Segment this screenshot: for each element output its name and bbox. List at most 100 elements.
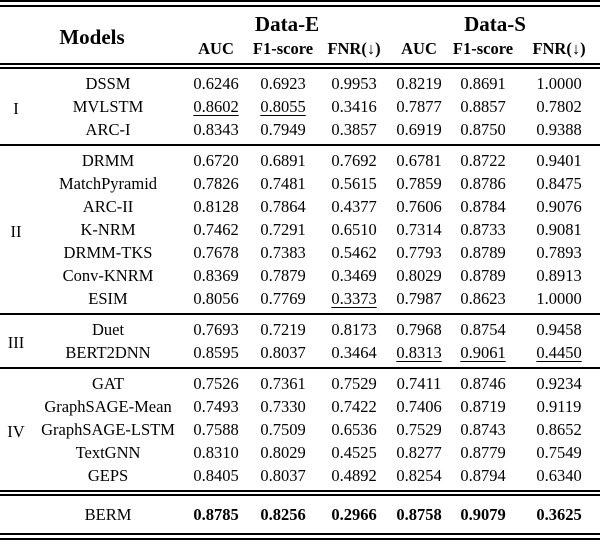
group-label: I (13, 98, 19, 118)
metric-value: 0.7968 (390, 313, 449, 341)
metric-value-text: 0.8691 (460, 74, 506, 93)
metric-value-text: 0.4525 (331, 443, 377, 462)
metric-value: 0.6340 (518, 464, 600, 493)
metric-value: 0.6246 (184, 66, 248, 95)
metric-value: 0.8029 (248, 441, 318, 464)
metric-value-text: 1.0000 (536, 74, 582, 93)
metric-header-row: AUC F1-score FNR(↓) AUC F1-score FNR(↓) (0, 38, 600, 69)
model-name: Conv-KNRM (62, 266, 154, 285)
metric-value: 0.8758 (390, 490, 449, 540)
metric-value-text: 0.8746 (460, 374, 506, 393)
metric-value-text: 0.8754 (460, 320, 506, 339)
table-row: GraphSAGE-LSTM 0.7588 0.7509 0.6536 0.7529 0.… (0, 418, 600, 441)
metric-value: 0.9458 (518, 313, 600, 341)
metric-value: 0.7859 (390, 172, 448, 195)
metric-value: 0.8722 (448, 144, 519, 172)
metric-value: 0.7864 (248, 195, 318, 218)
metric-value-text: 0.7529 (331, 374, 377, 393)
metric-value: 0.7330 (248, 395, 318, 418)
metric-value-text: 0.7769 (260, 289, 306, 308)
metric-value-text: 0.9079 (460, 505, 506, 524)
model-name: ARC-I (85, 120, 131, 139)
metric-value: 0.7422 (318, 395, 390, 418)
metric-value-text: 0.8913 (536, 266, 582, 285)
metric-value: 0.9119 (518, 395, 600, 418)
metric-value: 0.8256 (248, 490, 319, 540)
metric-value-text: 0.9458 (536, 320, 582, 339)
metric-value-text: 0.8779 (460, 443, 506, 462)
metric-value-text: 0.8794 (460, 466, 506, 485)
metric-value-text: 0.7987 (396, 289, 442, 308)
metric-value: 0.8746 (448, 367, 519, 395)
metric-value-text: 0.8254 (396, 466, 442, 485)
metric-value: 0.8691 (448, 66, 518, 95)
metric-value: 0.7529 (390, 418, 448, 441)
metric-value: 0.3464 (318, 341, 390, 368)
metric-value-text: 0.8343 (193, 120, 239, 139)
metric-value: 0.9076 (518, 195, 600, 218)
metric-value: 0.7526 (184, 367, 249, 395)
model-name: GraphSAGE-Mean (44, 397, 172, 416)
metric-value-text: 0.8219 (396, 74, 442, 93)
metric-value-text: 0.8652 (536, 420, 582, 439)
metric-value: 0.8733 (448, 218, 518, 241)
metric-value: 0.9234 (518, 367, 600, 395)
metric-value-text: 0.8595 (193, 343, 239, 362)
metric-value-text: 0.9388 (536, 120, 582, 139)
metric-value: 0.7462 (184, 218, 248, 241)
metric-value-text: 0.6246 (193, 74, 239, 93)
metric-value-text: 0.7481 (260, 174, 306, 193)
table-row: MatchPyramid 0.7826 0.7481 0.5615 0.7859 0.87… (0, 172, 600, 195)
metric-value-text: 0.7219 (260, 320, 306, 339)
metric-value-text: 0.8055 (260, 97, 306, 116)
metric-value-text: 0.7411 (396, 374, 442, 393)
metric-value-text: 0.8037 (260, 466, 306, 485)
metric-value-text: 0.9076 (536, 197, 582, 216)
table-row: Conv-KNRM 0.8369 0.7879 0.3469 0.8029 0.8789 0… (0, 264, 600, 287)
metric-value: 0.7493 (184, 395, 248, 418)
metric-value: 0.9061 (448, 341, 518, 368)
metric-value: 0.8313 (390, 341, 448, 368)
metric-value-text: 0.6781 (396, 151, 442, 170)
metric-value: 0.7411 (390, 367, 449, 395)
table-row: ARC-I 0.8343 0.7949 0.3857 0.6919 0.8750 0.938… (0, 118, 600, 145)
model-name: ARC-II (82, 197, 134, 216)
metric-value: 0.7529 (318, 367, 391, 395)
metric-value-text: 0.7291 (260, 220, 306, 239)
metric-value-text: 0.7383 (260, 243, 306, 262)
model-name: DRMM (32, 144, 185, 172)
metric-value-text: 0.7493 (193, 397, 239, 416)
metric-value-text: 0.8277 (396, 443, 442, 462)
metric-value: 0.7406 (390, 395, 448, 418)
metric-value: 0.8786 (448, 172, 518, 195)
metric-value: 0.7219 (248, 313, 319, 341)
metric-value: 0.7879 (248, 264, 318, 287)
metric-value-text: 0.7893 (536, 243, 582, 262)
metric-value-text: 0.7406 (396, 397, 442, 416)
metric-value-text: 0.8029 (260, 443, 306, 462)
model-name: Duet (32, 313, 185, 341)
metric-value-text: 0.8029 (396, 266, 442, 285)
table-header: Models Data-E Data-S AUC F1-score FNR(↓)… (0, 0, 600, 69)
metric-value-text: 0.5615 (331, 174, 377, 193)
metric-value-text: 0.7529 (396, 420, 442, 439)
metric-value: 0.6891 (248, 144, 319, 172)
metric-value: 0.8595 (184, 341, 248, 368)
model-name: GAT (32, 367, 185, 395)
metric-value: 0.6781 (390, 144, 449, 172)
metric-value: 0.4525 (318, 441, 390, 464)
model-name: K-NRM (80, 220, 136, 239)
metric-value: 0.3416 (318, 95, 390, 118)
table-row: ESIM 0.8056 0.7769 0.3373 0.7987 0.8623 1.0000 (0, 287, 600, 314)
table-row: II DRMM 0.6720 0.6891 0.7692 0.6781 0.8722 0.94… (0, 144, 600, 314)
metric-header-f1-e: F1-score (248, 38, 319, 69)
metric-value: 0.8475 (518, 172, 600, 195)
metric-value-text: 0.9401 (536, 151, 582, 170)
metric-value-text: 0.8310 (193, 443, 239, 462)
metric-value-text: 0.8256 (260, 505, 306, 524)
group-berm: BERM 0.8785 0.8256 0.2966 0.8758 0.9079 0.3625 (0, 490, 600, 540)
metric-value: 0.7361 (248, 367, 319, 395)
table-row: I DSSM 0.6246 0.6923 0.9953 0.8219 0.8691 1.000… (0, 66, 600, 118)
metric-value: 0.8219 (390, 66, 448, 95)
